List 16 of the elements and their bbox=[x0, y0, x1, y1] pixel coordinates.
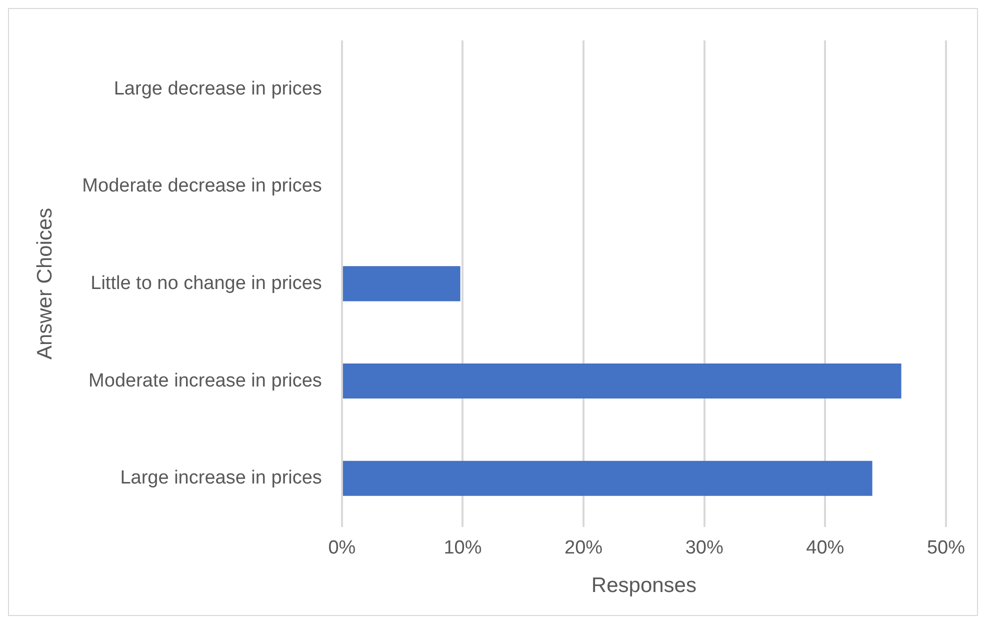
y-tick-label: Large decrease in prices bbox=[114, 78, 322, 100]
x-tick-label: 30% bbox=[685, 538, 724, 559]
y-tick-label: Little to no change in prices bbox=[90, 272, 322, 294]
x-axis-title: Responses bbox=[591, 574, 696, 598]
y-tick-label: Moderate decrease in prices bbox=[82, 176, 322, 197]
y-axis-title: Answer Choices bbox=[33, 208, 56, 360]
bar bbox=[342, 266, 460, 302]
x-tick-label: 20% bbox=[564, 538, 603, 559]
x-tick-label: 0% bbox=[328, 538, 356, 559]
bar bbox=[342, 460, 872, 496]
bar bbox=[342, 364, 902, 399]
x-tick-label: 10% bbox=[444, 538, 482, 559]
x-tick-label: 40% bbox=[806, 538, 844, 559]
y-tick-label: Moderate increase in prices bbox=[88, 370, 322, 392]
x-tick-label: 50% bbox=[926, 538, 966, 559]
y-tick-label: Large increase in prices bbox=[120, 468, 322, 489]
